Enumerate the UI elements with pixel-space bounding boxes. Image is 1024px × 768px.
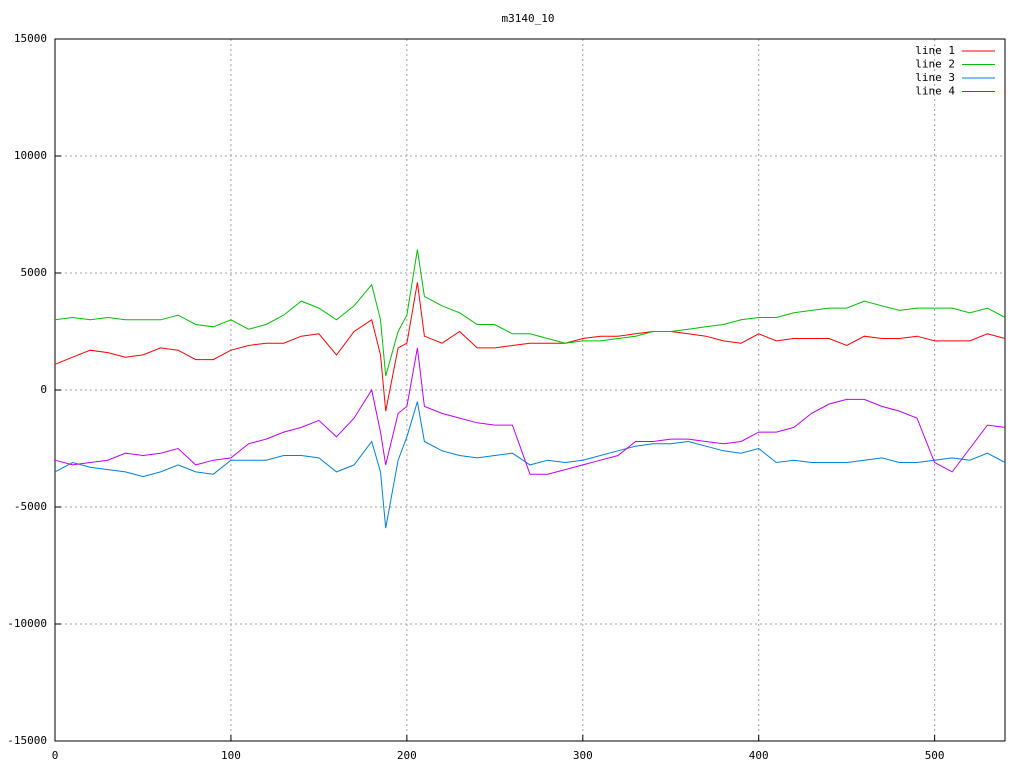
data-line (54, 401, 1006, 529)
plot-frame (54, 38, 1006, 742)
y-tick-label: -15000 (7, 734, 47, 747)
x-tick-label: 200 (397, 749, 417, 762)
legend-label: line 4 (915, 85, 955, 98)
y-tick-label: 10000 (14, 149, 47, 162)
y-tick-label: 15000 (14, 32, 47, 45)
x-tick-label: 400 (749, 749, 769, 762)
x-tick-label: 100 (221, 749, 241, 762)
legend-label: line 3 (915, 71, 955, 84)
y-tick-label: -5000 (14, 500, 47, 513)
y-tick-label: -10000 (7, 617, 47, 630)
x-tick-label: 500 (925, 749, 945, 762)
chart-title: m3140_10 (502, 12, 555, 25)
data-line (54, 249, 1006, 377)
data-line (54, 347, 1006, 475)
legend-label: line 1 (915, 44, 955, 57)
x-tick-label: 0 (52, 749, 59, 762)
data-line (54, 282, 1006, 412)
y-tick-label: 5000 (21, 266, 48, 279)
legend-label: line 2 (915, 58, 955, 71)
x-tick-label: 300 (573, 749, 593, 762)
y-tick-label: 0 (40, 383, 47, 396)
